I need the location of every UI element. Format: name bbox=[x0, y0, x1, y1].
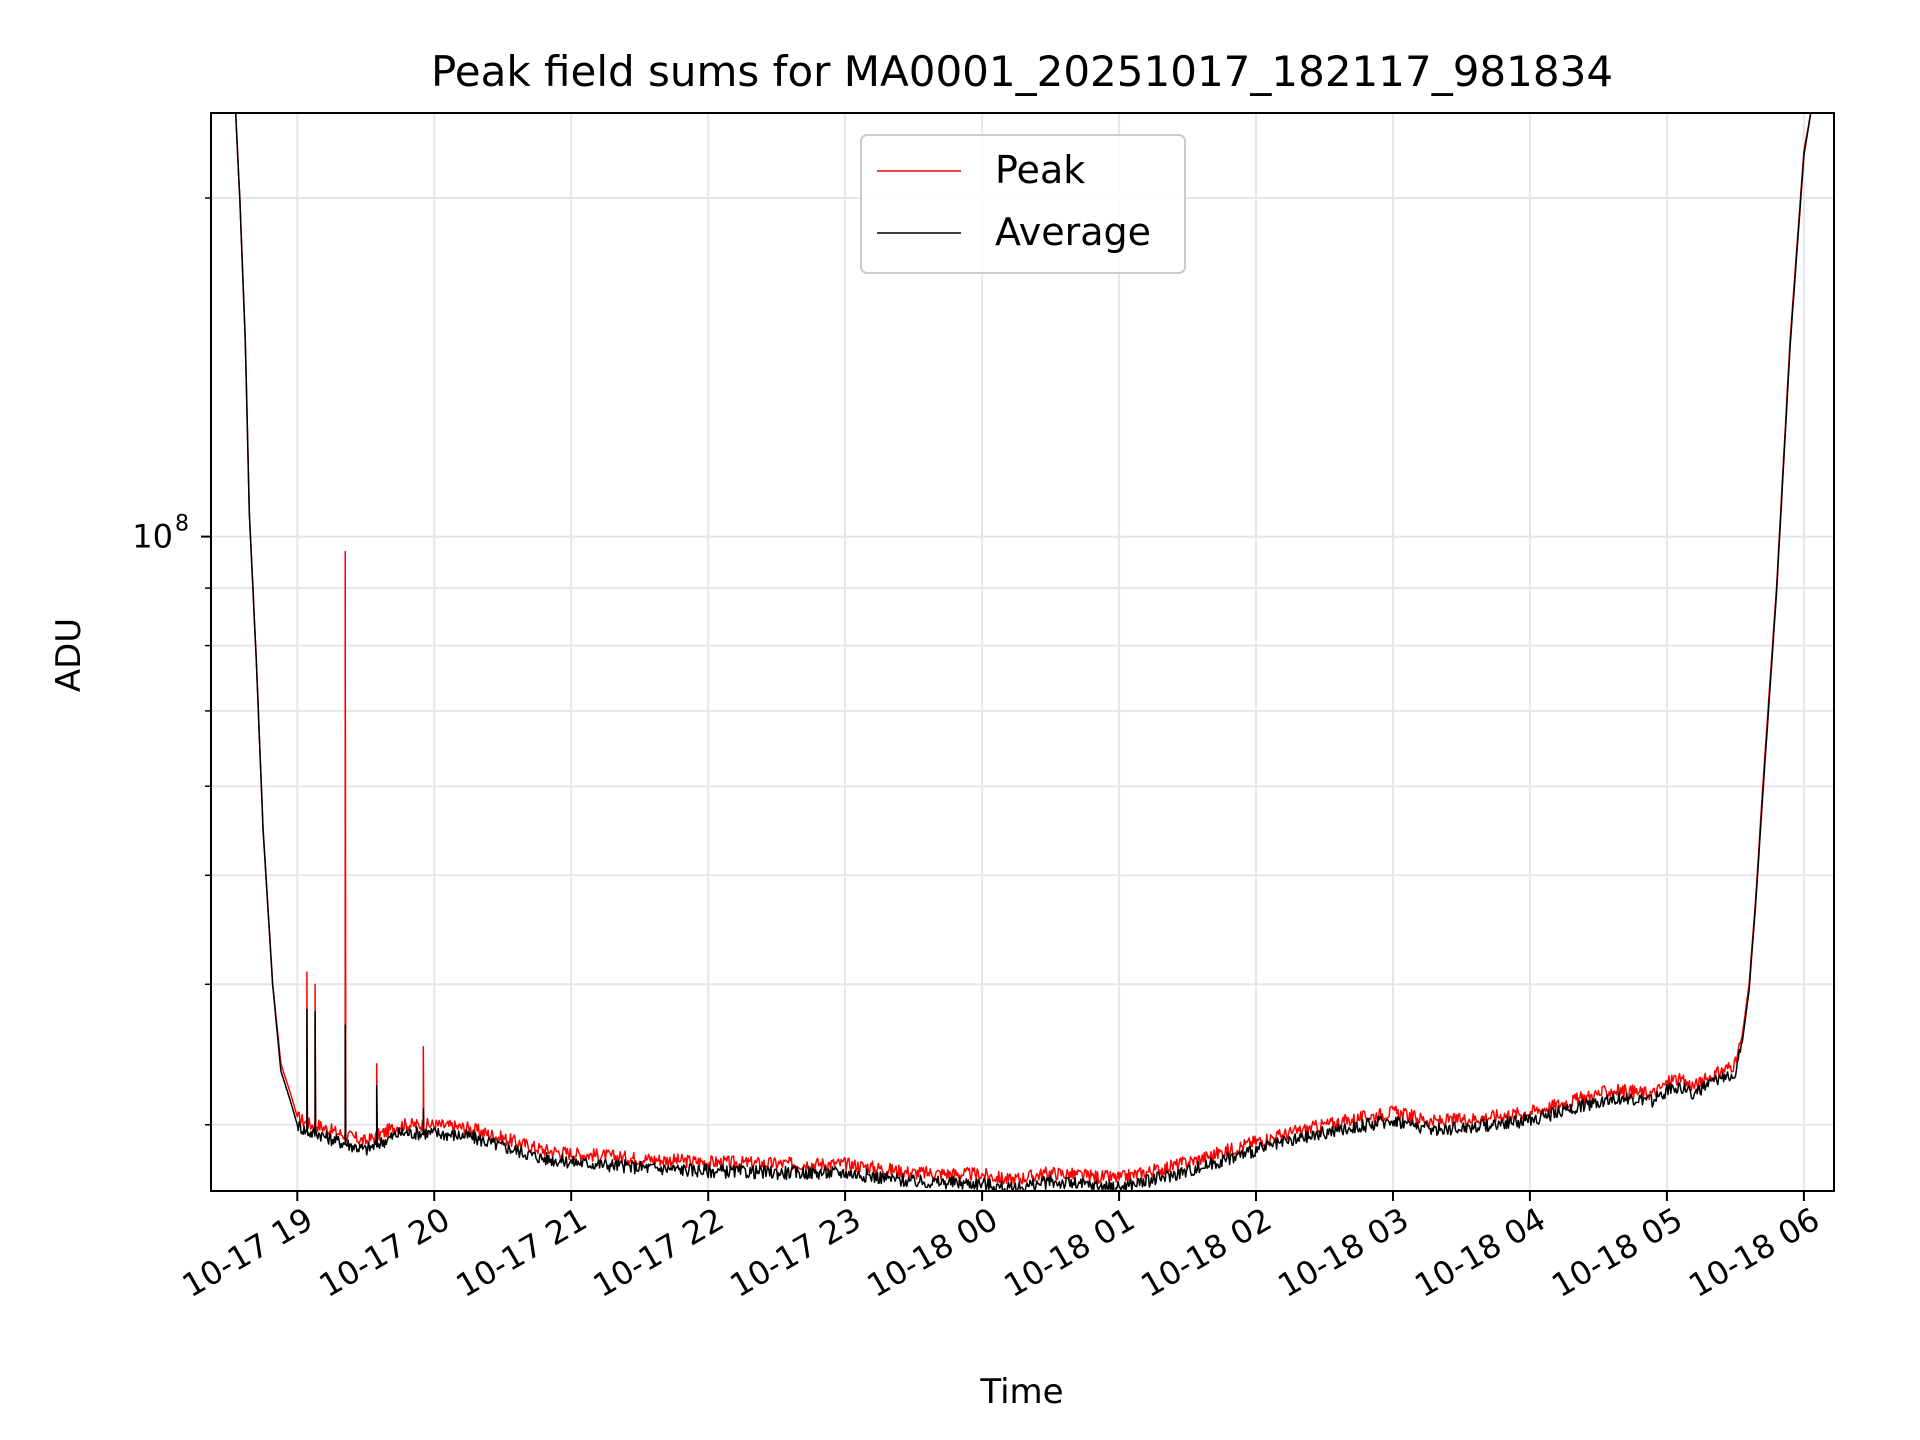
legend-label-average: Average bbox=[995, 210, 1151, 254]
y-axis: 10 8 bbox=[132, 197, 211, 1126]
grid bbox=[211, 113, 1834, 1191]
x-axis-label: Time bbox=[979, 1372, 1063, 1412]
legend-label-peak: Peak bbox=[995, 148, 1085, 192]
plot-frame bbox=[210, 112, 1835, 1192]
series-line-average bbox=[211, 113, 1834, 1191]
legend-box bbox=[860, 134, 1186, 274]
y-axis-label: ADU bbox=[49, 618, 89, 692]
y-tick-label: 10 bbox=[132, 518, 173, 556]
y-tick-label-exponent: 8 bbox=[175, 512, 189, 537]
chart-title: Peak field sums for MA0001_20251017_1821… bbox=[431, 47, 1613, 96]
legend: Peak Average bbox=[860, 134, 1186, 274]
series-layer bbox=[211, 113, 1834, 1191]
y-tick-label-base: 10 bbox=[132, 518, 173, 556]
